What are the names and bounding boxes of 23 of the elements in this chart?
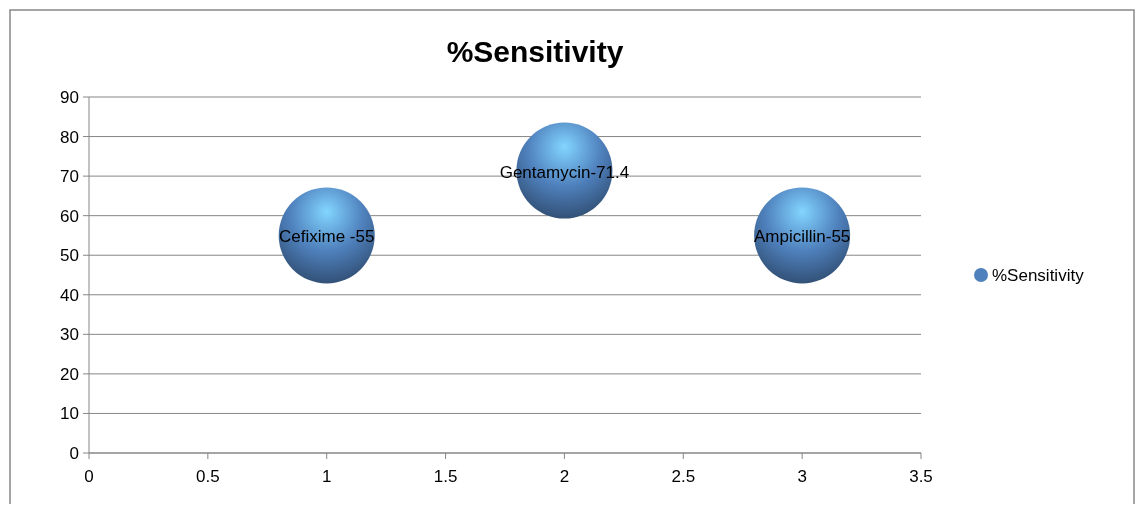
x-tick-label: 1.5	[433, 467, 458, 486]
y-tick-label: 20	[60, 364, 79, 384]
y-tick-label: 90	[60, 88, 79, 107]
y-tick-label: 0	[69, 444, 79, 463]
y-tick-label: 50	[60, 246, 79, 266]
chart-title: %Sensitivity	[446, 35, 624, 68]
x-tick-label: 3	[797, 467, 807, 486]
annotation: Ampicillin-55	[753, 227, 851, 247]
y-tick-label: 60	[60, 206, 79, 226]
x-tick-label: 0	[84, 467, 94, 486]
legend-label: %Sensitivity	[992, 266, 1085, 285]
y-tick-label: 70	[60, 167, 79, 187]
y-tick-label: 10	[60, 404, 79, 424]
annotation: Cefixime -55	[279, 227, 375, 247]
x-tick-label: 3.5	[909, 467, 933, 486]
x-tick-label: 2.5	[671, 467, 696, 486]
annotation: Gentamycin-71.4	[499, 162, 630, 182]
y-tick-label: 40	[60, 285, 79, 305]
y-tick-label: 80	[60, 127, 79, 147]
x-tick-label: 2	[559, 467, 570, 486]
x-tick-label: 1	[321, 467, 332, 486]
x-tick-label: 0.5	[196, 467, 220, 486]
y-tick-label: 30	[60, 325, 79, 345]
